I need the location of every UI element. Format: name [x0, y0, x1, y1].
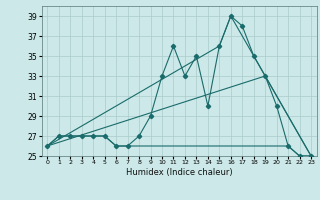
X-axis label: Humidex (Indice chaleur): Humidex (Indice chaleur) [126, 168, 233, 177]
